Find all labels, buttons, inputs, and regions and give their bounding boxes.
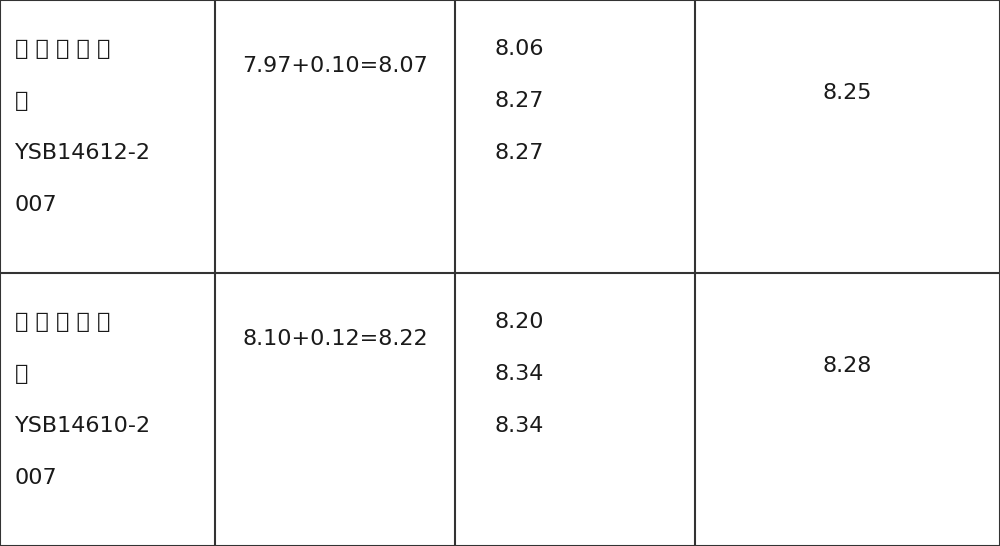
Text: 金: 金 — [15, 91, 28, 111]
Text: 金: 金 — [15, 364, 28, 384]
Text: 硅 铝 馒 魡 合: 硅 铝 馒 魡 合 — [15, 312, 110, 332]
Text: 8.27: 8.27 — [495, 91, 544, 111]
Text: 007: 007 — [15, 195, 58, 215]
Text: 7.97+0.10=8.07: 7.97+0.10=8.07 — [242, 56, 428, 75]
Text: 8.06: 8.06 — [495, 39, 544, 59]
Text: YSB14612-2: YSB14612-2 — [15, 143, 151, 163]
Text: 8.25: 8.25 — [823, 83, 872, 103]
Text: 8.27: 8.27 — [495, 143, 544, 163]
Text: 007: 007 — [15, 468, 58, 488]
Text: 8.34: 8.34 — [495, 416, 544, 436]
Text: YSB14610-2: YSB14610-2 — [15, 416, 151, 436]
Text: 8.20: 8.20 — [495, 312, 544, 332]
Text: 8.34: 8.34 — [495, 364, 544, 384]
Text: 硅 铝 馒 魡 合: 硅 铝 馒 魡 合 — [15, 39, 110, 59]
Text: 8.10+0.12=8.22: 8.10+0.12=8.22 — [242, 329, 428, 348]
Text: 8.28: 8.28 — [823, 356, 872, 376]
